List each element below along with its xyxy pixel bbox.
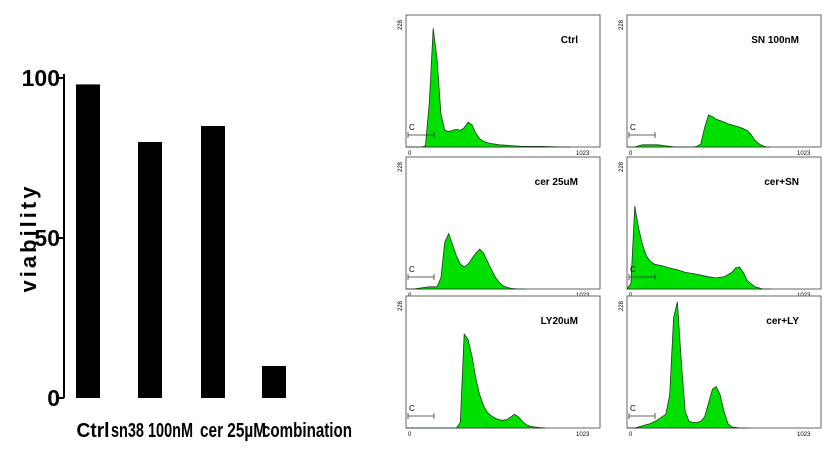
x-tick-label: 0 bbox=[629, 432, 633, 438]
viability-bar-chart: 0 50 100 viability Ctrl sn38 100nM cer 25µMcom… bbox=[16, 65, 352, 442]
bar-ctrl bbox=[76, 84, 100, 399]
panel-frame bbox=[626, 295, 822, 429]
histogram-area bbox=[626, 206, 771, 290]
y-tick-label: 0 bbox=[47, 385, 60, 411]
y-tick-label: 100 bbox=[22, 65, 60, 91]
x-tick-label: 1023 bbox=[797, 151, 811, 157]
y-max-label: 228 bbox=[619, 300, 625, 311]
category-label: combination bbox=[262, 420, 352, 442]
panel-frame bbox=[405, 295, 601, 429]
panel-title: Ctrl bbox=[561, 35, 578, 46]
histogram-area bbox=[406, 232, 527, 290]
gate-label: C bbox=[630, 404, 636, 413]
category-label: sn38 100nM bbox=[111, 420, 193, 442]
histogram-area bbox=[627, 114, 771, 148]
panel-title: LY20uM bbox=[541, 316, 578, 327]
x-tick-label: 1023 bbox=[576, 151, 590, 157]
histogram-area bbox=[406, 332, 546, 429]
y-max-label: 228 bbox=[398, 19, 404, 30]
gate-label: C bbox=[409, 123, 415, 132]
histogram-grid: C 228 0 1023 Ctrl C 228 0 1023 SN 100nM C 228 0 1023 c… bbox=[398, 14, 822, 438]
panel-title: cer+LY bbox=[766, 316, 799, 327]
histogram-area bbox=[406, 28, 571, 148]
histogram-panel: C 228 0 1023 SN 100nM bbox=[619, 14, 822, 157]
category-label: Ctrl bbox=[77, 420, 110, 442]
bar-combination bbox=[262, 366, 286, 398]
gate-label: C bbox=[409, 404, 415, 413]
gate-label: C bbox=[630, 265, 636, 274]
y-max-label: 228 bbox=[398, 161, 404, 172]
histogram-panel: C 228 0 1023 LY20uM bbox=[398, 295, 601, 438]
panel-title: cer 25uM bbox=[535, 177, 578, 188]
y-max-label: 228 bbox=[398, 300, 404, 311]
category-label: cer 25µM bbox=[200, 420, 266, 442]
y-tick-label: 50 bbox=[34, 225, 60, 251]
panel-frame bbox=[405, 156, 601, 290]
histogram-panel: C 228 0 1023 cer+LY bbox=[619, 295, 822, 438]
bar-cer-25-m bbox=[201, 126, 225, 398]
y-axis-label: viability bbox=[16, 184, 41, 293]
x-tick-label: 1023 bbox=[576, 432, 590, 438]
gate-label: C bbox=[630, 123, 636, 132]
histogram-panel: C 228 0 1023 Ctrl bbox=[398, 14, 601, 157]
y-max-label: 228 bbox=[619, 19, 625, 30]
histogram-area bbox=[627, 301, 748, 429]
panel-title: cer+SN bbox=[764, 177, 799, 188]
x-tick-label: 0 bbox=[408, 432, 412, 438]
bar-sn38-100nm bbox=[138, 142, 162, 398]
x-tick-label: 1023 bbox=[797, 432, 811, 438]
panel-title: SN 100nM bbox=[751, 35, 799, 46]
x-tick-label: 0 bbox=[629, 151, 633, 157]
x-tick-label: 0 bbox=[408, 151, 412, 157]
gate-label: C bbox=[409, 265, 415, 274]
y-max-label: 228 bbox=[619, 161, 625, 172]
